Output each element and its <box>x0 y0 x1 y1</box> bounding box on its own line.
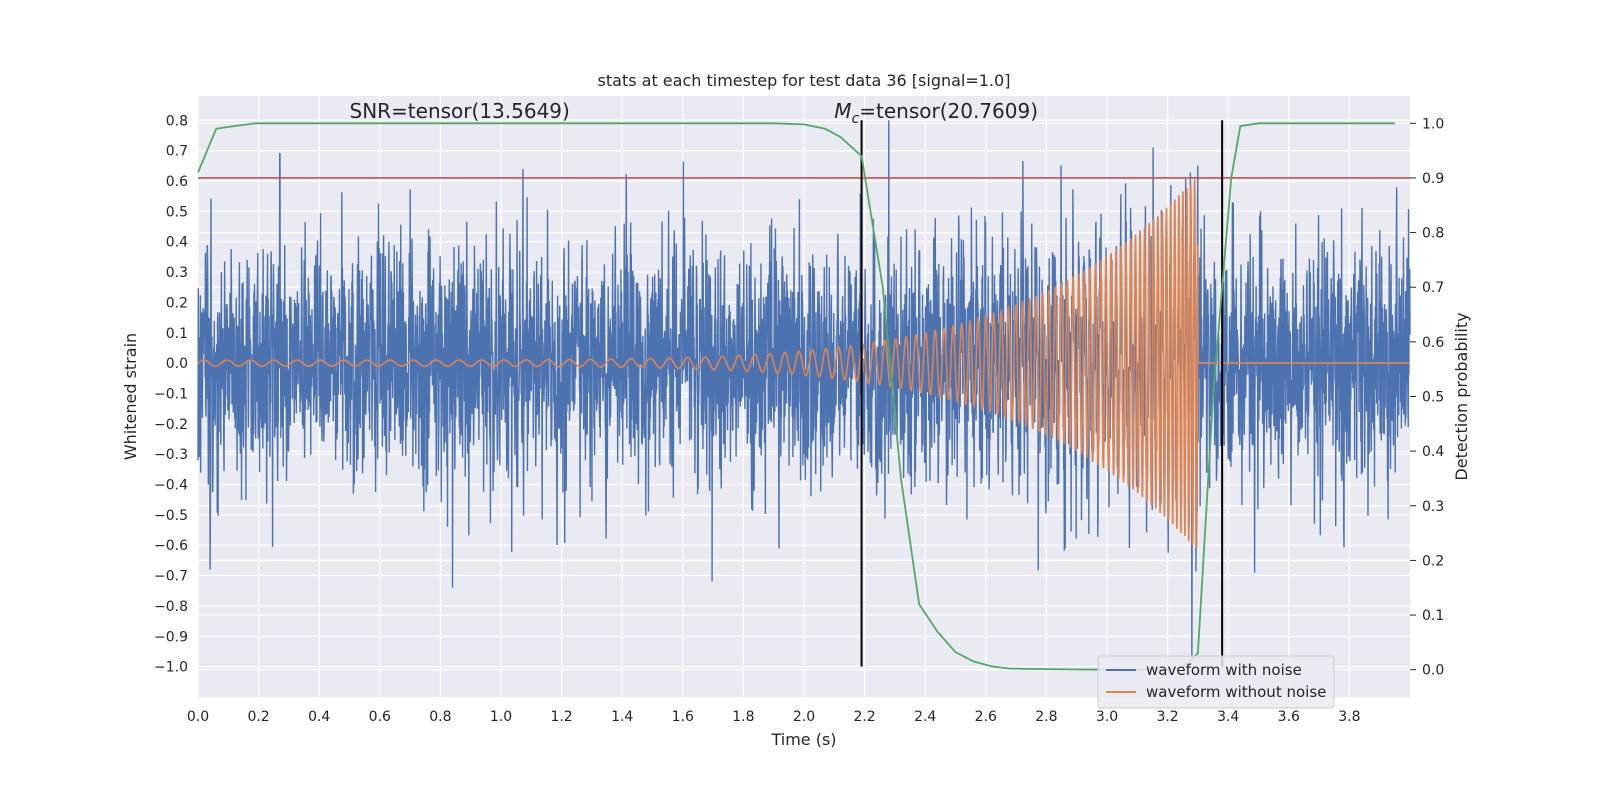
y-tick-label: 0.6 <box>166 174 188 190</box>
x-tick-label: 3.4 <box>1217 709 1239 725</box>
x-tick-label: 0.2 <box>247 709 269 725</box>
x-tick-label: 3.6 <box>1278 709 1300 725</box>
x-tick-label: 2.8 <box>1035 709 1057 725</box>
chirp-mass-subscript: c <box>852 111 860 127</box>
series-waveform-with-noise <box>197 120 1411 658</box>
noise-series-group <box>197 120 1411 658</box>
y-right-tick-label: 0.9 <box>1422 171 1444 187</box>
x-tick-label: 1.2 <box>550 709 572 725</box>
y-tick-label: −0.5 <box>154 508 188 524</box>
y-tick-label: −0.9 <box>154 629 188 645</box>
y-tick-label: 0.2 <box>166 295 188 311</box>
chirp-mass-annotation: Mc=tensor(20.7609) <box>834 99 1038 127</box>
y-right-tick-label: 1.0 <box>1422 116 1444 132</box>
x-tick-label: 0.6 <box>369 709 391 725</box>
snr-annotation: SNR=tensor(13.5649) <box>350 99 570 123</box>
legend-label-chirp: waveform without noise <box>1146 683 1326 701</box>
y-tick-label: −0.3 <box>154 447 188 463</box>
y-right-tick-label: 0.1 <box>1422 608 1444 624</box>
series-detection-probability <box>197 122 1395 671</box>
reference-lines-group <box>198 120 1410 667</box>
y-axis-label: Whitened strain <box>121 333 140 460</box>
x-tick-label: 3.0 <box>1096 709 1118 725</box>
y-tick-label: −0.2 <box>154 417 188 433</box>
y-right-tick-label: 0.8 <box>1422 226 1444 242</box>
y-tick-label: −0.7 <box>154 569 188 585</box>
y-right-axis-label: Detection probability <box>1452 312 1471 480</box>
y-right-tick-label: 0.4 <box>1422 444 1444 460</box>
legend-box <box>1097 655 1335 709</box>
y-tick-label: −1.0 <box>154 660 188 676</box>
legend: waveform with noise waveform without noi… <box>1097 655 1335 709</box>
x-tick-label: 1.6 <box>672 709 694 725</box>
y-tick-label: 0.1 <box>166 326 188 342</box>
x-tick-label: 2.6 <box>975 709 997 725</box>
y-tick-label: 0.0 <box>166 356 188 372</box>
chirp-series-group <box>197 179 1410 549</box>
chirp-mass-value: =tensor(20.7609) <box>859 99 1038 123</box>
y-tick-label: 0.7 <box>166 144 188 160</box>
x-tick-label: 0.0 <box>187 709 209 725</box>
chirp-mass-symbol: M <box>834 99 851 123</box>
tick-labels-group: 0.0 0.2 0.4 0.6 0.8 1.0 1.2 1.4 1.6 1.8 2.0 2.2 2.4 2… <box>154 113 1444 725</box>
probability-series-group <box>197 122 1395 671</box>
x-tick-label: 0.4 <box>308 709 330 725</box>
x-tick-label: 2.2 <box>853 709 875 725</box>
y-tick-label: 0.4 <box>166 235 188 251</box>
y-tick-label: 0.3 <box>166 265 188 281</box>
y-tick-label: −0.4 <box>154 478 188 494</box>
y-right-tick-label: 0.5 <box>1422 390 1444 406</box>
y-tick-label: −0.8 <box>154 599 188 615</box>
series-waveform-without-noise <box>197 179 1410 549</box>
x-axis-label: Time (s) <box>770 730 836 749</box>
y-right-tick-label: 0.0 <box>1422 663 1444 679</box>
y-right-tick-label: 0.7 <box>1422 280 1444 296</box>
x-tick-label: 2.0 <box>793 709 815 725</box>
x-tick-label: 2.4 <box>914 709 936 725</box>
legend-label-noise: waveform with noise <box>1146 661 1302 679</box>
x-tick-label: 0.8 <box>429 709 451 725</box>
y-right-tick-label: 0.6 <box>1422 335 1444 351</box>
y-right-tick-label: 0.3 <box>1422 499 1444 515</box>
x-tick-label: 1.8 <box>732 709 754 725</box>
y-tick-label: −0.6 <box>154 538 188 554</box>
x-tick-label: 1.0 <box>490 709 512 725</box>
y-tick-label: 0.5 <box>166 204 188 220</box>
x-tick-label: 1.4 <box>611 709 633 725</box>
y-tick-label: −0.1 <box>154 386 188 402</box>
chart-title: stats at each timestep for test data 36 … <box>598 71 1011 90</box>
x-tick-label: 3.8 <box>1338 709 1360 725</box>
x-tick-label: 3.2 <box>1156 709 1178 725</box>
y-tick-label: 0.8 <box>166 113 188 129</box>
y-right-tick-label: 0.2 <box>1422 553 1444 569</box>
